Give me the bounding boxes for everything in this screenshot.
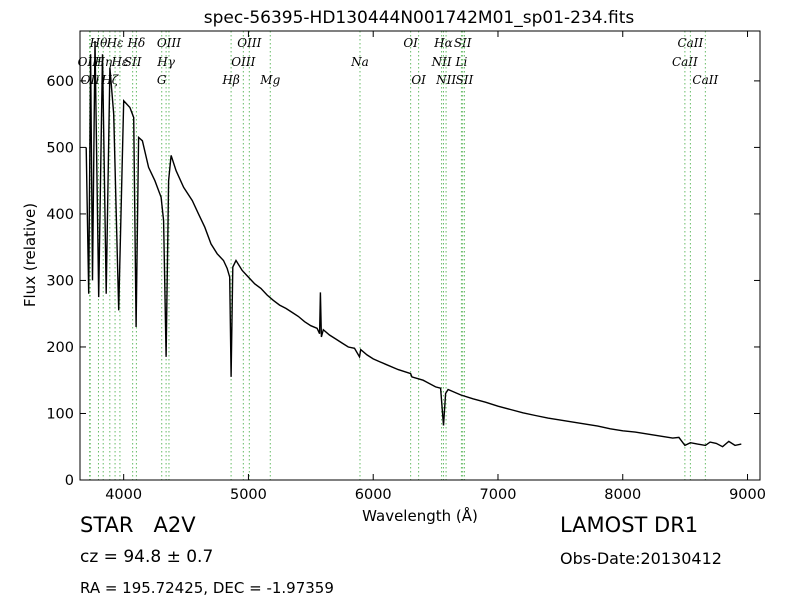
spectral-line-label: CaII bbox=[692, 73, 718, 87]
x-tick-label: 9000 bbox=[729, 487, 766, 503]
y-tick-label: 400 bbox=[46, 207, 74, 223]
spectral-line-label: Hα bbox=[433, 36, 453, 50]
x-axis-label: Wavelength (Å) bbox=[362, 506, 478, 525]
spectral-line-label: OI bbox=[403, 36, 418, 50]
x-tick-label: 4000 bbox=[105, 487, 142, 503]
spectral-line-markers: OIIIOIIHθHηHζHεHεSIIHδHγGOIIIHβOIIIOIIIM… bbox=[78, 31, 719, 480]
spectral-line-label: NII bbox=[435, 73, 456, 87]
x-tick-label: 6000 bbox=[355, 487, 392, 503]
coordinates-label: RA = 195.72425, DEC = -1.97359 bbox=[80, 579, 334, 597]
spectral-line-label: Hγ bbox=[156, 55, 175, 69]
spectral-line-label: Hδ bbox=[127, 36, 146, 50]
spectral-line-label: NII bbox=[431, 55, 452, 69]
spectral-line-label: OIII bbox=[237, 36, 261, 50]
redshift-label: cz = 94.8 ± 0.7 bbox=[80, 547, 214, 567]
x-tick-label: 7000 bbox=[480, 487, 517, 503]
plot-frame bbox=[79, 30, 761, 481]
y-tick-label: 500 bbox=[46, 140, 74, 156]
spectrum-line bbox=[85, 40, 742, 448]
x-tick-label: 5000 bbox=[230, 487, 267, 503]
survey-label: LAMOST DR1 bbox=[560, 513, 699, 537]
y-tick-label: 600 bbox=[46, 74, 74, 90]
axis-ticks: 4000 5000 6000 7000 8000 9000 0 100 200 300 400 500… bbox=[46, 31, 766, 503]
y-tick-label: 300 bbox=[46, 273, 74, 289]
y-tick-label: 0 bbox=[65, 473, 74, 489]
spectral-line-label: SII bbox=[454, 36, 472, 50]
spectral-line-label: Na bbox=[350, 55, 369, 69]
spectral-line-label: SII bbox=[124, 55, 142, 69]
spectral-line-label: Mg bbox=[259, 73, 280, 87]
spectral-line-label: Hβ bbox=[221, 73, 239, 87]
spectral-line-label: Hε bbox=[106, 36, 124, 50]
spectral-line-label: Hε bbox=[110, 55, 128, 69]
spectral-line-label: G bbox=[157, 73, 167, 87]
y-tick-label: 200 bbox=[46, 340, 74, 356]
spectral-line-label: OI bbox=[411, 73, 426, 87]
spectral-line-label: OIII bbox=[231, 55, 255, 69]
spectral-line-label: CaII bbox=[677, 36, 703, 50]
y-axis-label: Flux (relative) bbox=[21, 203, 39, 307]
y-tick-label: 100 bbox=[46, 406, 74, 422]
x-tick-label: 8000 bbox=[604, 487, 641, 503]
spectral-line-label: SII bbox=[456, 73, 474, 87]
object-class-label: STAR A2V bbox=[80, 513, 196, 537]
chart-title: spec-56395-HD130444N001742M01_sp01-234.f… bbox=[204, 8, 635, 28]
spectral-line-label: Hθ bbox=[89, 36, 108, 50]
spectral-line-label: Li bbox=[455, 55, 468, 69]
obs-date-label: Obs-Date:20130412 bbox=[560, 549, 722, 568]
spectral-line-label: CaII bbox=[672, 55, 698, 69]
spectral-line-label: OIII bbox=[157, 36, 181, 50]
